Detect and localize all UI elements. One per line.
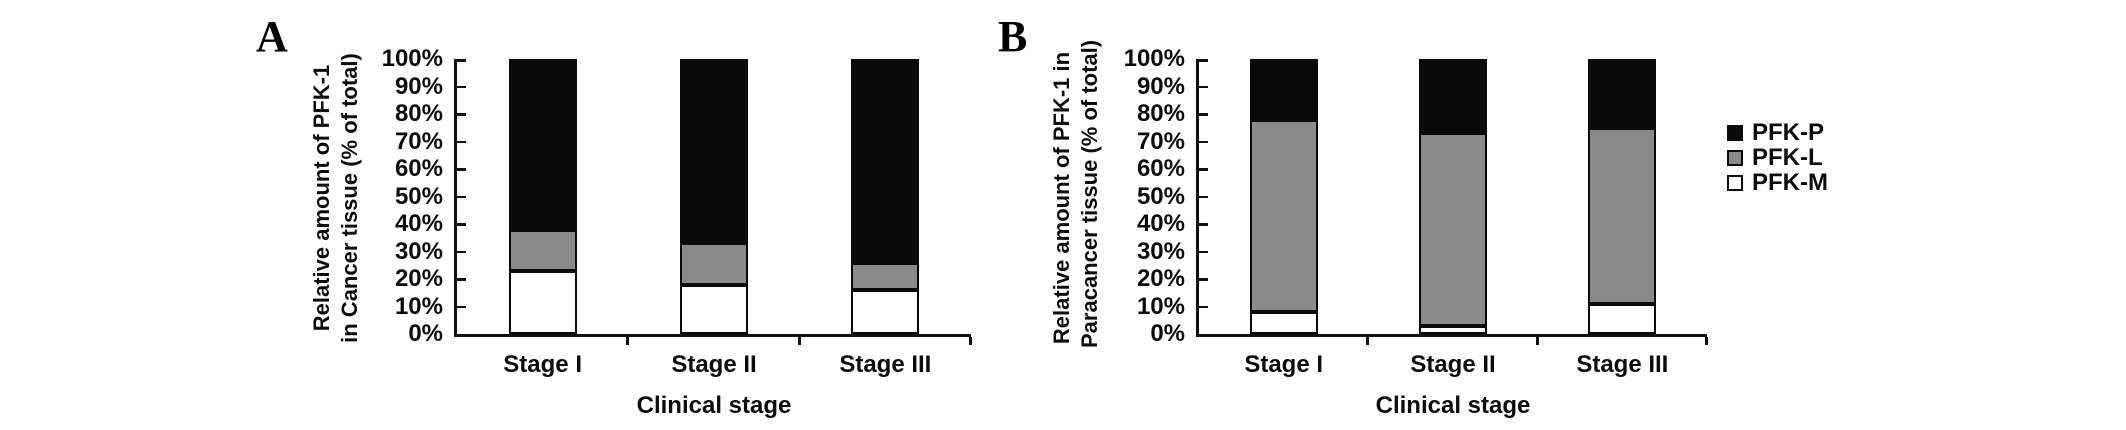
x-category-label: Stage III	[1576, 351, 1669, 378]
bar-segment-pfk-p	[680, 59, 748, 244]
y-tick-mark	[1199, 85, 1208, 88]
y-tick-label: 40%	[394, 210, 443, 237]
y-tick-label: 90%	[394, 72, 443, 100]
bar-segment-pfk-m	[1249, 312, 1318, 334]
y-tick-label: 0%	[408, 320, 443, 347]
y-tick-label: 50%	[1136, 182, 1185, 210]
y-tick-mark	[457, 223, 466, 226]
y-tick-mark	[457, 85, 466, 88]
bar-segment-pfk-m	[508, 270, 577, 334]
y-tick-label: 10%	[1136, 292, 1185, 320]
y-tick-label: 70%	[1136, 127, 1185, 155]
y-tick-mark	[457, 195, 466, 198]
y-tick-mark	[1199, 250, 1208, 253]
x-category-label: Stage I	[1244, 351, 1324, 378]
x-tick-mark	[1366, 337, 1370, 345]
bar-segment-pfk-p	[1419, 59, 1487, 134]
y-axis-label-a-line1: Relative amount of PFK-1	[309, 64, 334, 332]
y-tick-label: 100%	[381, 45, 443, 72]
x-axis-title-b: Clinical stage	[1375, 392, 1531, 419]
stacked-bar-stage-i	[508, 59, 577, 334]
legend-swatch-pfk-m-icon	[1727, 175, 1743, 191]
legend-item-pfk-m: PFK-M	[1727, 171, 1828, 195]
bar-segment-pfk-m	[851, 290, 920, 334]
y-tick-mark	[457, 278, 466, 281]
y-tick-label: 70%	[394, 127, 443, 155]
y-tick-mark	[457, 305, 466, 308]
y-axis-label-b-line1: Relative amount of PFK-1 in	[1049, 51, 1074, 345]
stacked-bar-stage-iii	[1588, 59, 1657, 334]
y-tick-label: 80%	[394, 100, 443, 127]
bar-segment-pfk-l	[1588, 127, 1657, 304]
stacked-bar-stage-ii	[1419, 59, 1487, 334]
bar-segment-pfk-p	[1249, 59, 1318, 120]
x-tick-mark	[1705, 337, 1708, 345]
bar-segment-pfk-m	[680, 284, 748, 334]
x-tick-mark	[626, 337, 630, 345]
legend-item-pfk-l: PFK-L	[1727, 146, 1828, 170]
legend: PFK-P PFK-L PFK-M	[1727, 121, 1828, 196]
y-tick-mark	[457, 250, 466, 253]
legend-label: PFK-M	[1752, 169, 1828, 196]
bar-segment-pfk-l	[508, 229, 577, 271]
y-tick-label: 30%	[1136, 237, 1185, 265]
y-tick-label: 40%	[1136, 210, 1185, 237]
y-tick-mark	[1199, 140, 1208, 143]
panel-label-a: A	[256, 12, 288, 61]
y-tick-label: 30%	[394, 237, 443, 265]
y-tick-mark	[1199, 195, 1208, 198]
y-tick-mark	[1199, 59, 1208, 62]
y-tick-label: 100%	[1123, 45, 1185, 72]
y-tick-mark	[457, 113, 466, 116]
x-category-label: Stage III	[839, 351, 932, 378]
y-tick-mark	[1199, 278, 1208, 281]
legend-swatch-pfk-l-icon	[1727, 150, 1743, 166]
stacked-bar-stage-i	[1249, 59, 1318, 334]
bar-segment-pfk-l	[1249, 119, 1318, 312]
y-tick-label: 90%	[1136, 72, 1185, 100]
bar-segment-pfk-p	[1588, 59, 1657, 128]
y-tick-label: 50%	[394, 182, 443, 210]
bar-segment-pfk-m	[1419, 325, 1487, 334]
y-tick-label: 60%	[394, 155, 443, 182]
x-category-label: Stage I	[503, 351, 582, 378]
y-tick-label: 20%	[1136, 265, 1185, 292]
y-tick-mark	[1199, 113, 1208, 116]
x-category-label: Stage II	[671, 351, 757, 378]
x-tick-mark	[797, 337, 801, 345]
plot-area-b: Clinical stage 0% 10% 20% 30% 40% 50% 60% 70% 80…	[1124, 46, 1708, 419]
legend-label: PFK-P	[1752, 119, 1824, 146]
legend-item-pfk-p: PFK-P	[1727, 121, 1828, 145]
bar-segment-pfk-p	[508, 59, 577, 230]
y-tick-mark	[1199, 305, 1208, 308]
y-tick-mark	[457, 140, 466, 143]
y-tick-label: 60%	[1136, 155, 1185, 182]
plot-area-a: Clinical stage 0% 10% 20% 30% 40% 50% 60% 70% 80…	[382, 46, 972, 419]
y-tick-mark	[457, 59, 466, 62]
y-tick-mark	[1199, 168, 1208, 171]
bar-segment-pfk-p	[851, 59, 920, 263]
bar-segment-pfk-l	[680, 243, 748, 285]
bar-segment-pfk-l	[1419, 133, 1487, 326]
x-category-label: Stage II	[1410, 351, 1496, 378]
y-tick-label: 20%	[394, 265, 443, 292]
x-tick-mark	[1535, 337, 1539, 345]
stacked-bar-stage-ii	[680, 59, 748, 334]
y-tick-label: 0%	[1150, 320, 1185, 347]
legend-swatch-pfk-p-icon	[1727, 125, 1743, 141]
y-tick-mark	[1199, 223, 1208, 226]
bar-segment-pfk-m	[1588, 303, 1657, 334]
y-tick-mark	[457, 168, 466, 171]
stacked-bar-stage-iii	[851, 59, 920, 334]
x-axis-title-a: Clinical stage	[636, 392, 792, 419]
legend-label: PFK-L	[1752, 144, 1823, 171]
x-tick-mark	[969, 337, 972, 345]
y-tick-label: 80%	[1136, 100, 1185, 127]
panel-label-b: B	[998, 12, 1028, 61]
bar-segment-pfk-l	[851, 262, 920, 290]
y-tick-label: 10%	[394, 292, 443, 320]
